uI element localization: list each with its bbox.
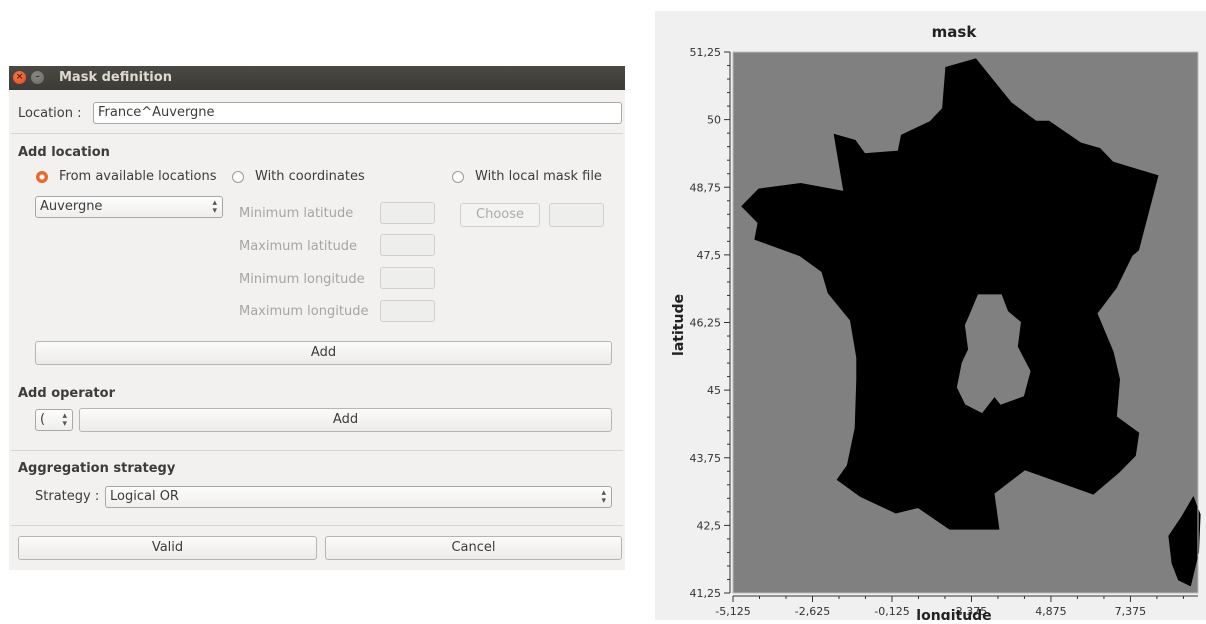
separator bbox=[11, 450, 623, 451]
y-tick-label: 41,25 bbox=[690, 587, 722, 600]
dialog-title: Mask definition bbox=[59, 70, 172, 85]
mask-definition-dialog: × – Mask definition Location : France^Au… bbox=[9, 66, 625, 570]
x-tick-label: -5,125 bbox=[715, 605, 750, 618]
location-select[interactable]: Auvergne ▴ ▾ bbox=[35, 196, 223, 218]
x-tick-label: 4,875 bbox=[1035, 605, 1067, 618]
x-tick-label: -2,625 bbox=[795, 605, 830, 618]
x-axis: -5,125 -2,625 -0,125 2,375 4,875 7,375 bbox=[715, 595, 1198, 618]
y-tick-label: 43,75 bbox=[690, 452, 722, 465]
radio-with-coordinates[interactable] bbox=[232, 171, 244, 183]
y-tick-label: 45 bbox=[707, 384, 721, 397]
add-location-button[interactable]: Add bbox=[35, 341, 612, 365]
y-tick-label: 46,25 bbox=[690, 317, 722, 330]
x-tick-label: 7,375 bbox=[1115, 605, 1147, 618]
min-latitude-label: Minimum latitude bbox=[239, 206, 354, 221]
operator-select-value: ( bbox=[40, 412, 46, 427]
add-operator-heading: Add operator bbox=[18, 386, 115, 401]
add-operator-button[interactable]: Add bbox=[79, 408, 612, 432]
auvergne-unmasked-region bbox=[956, 294, 1031, 414]
y-tick-label: 51,25 bbox=[690, 46, 722, 59]
mainland-mask-region bbox=[741, 58, 1159, 530]
location-field[interactable]: France^Auvergne bbox=[93, 102, 622, 124]
chart-title: mask bbox=[932, 23, 978, 41]
x-axis-label: longitude bbox=[916, 608, 991, 620]
close-icon[interactable]: × bbox=[13, 71, 26, 84]
strategy-select-value: Logical OR bbox=[110, 489, 179, 504]
minimize-icon[interactable]: – bbox=[31, 71, 44, 84]
operator-select[interactable]: ( ▴ ▾ bbox=[35, 409, 73, 431]
max-latitude-field[interactable] bbox=[380, 234, 435, 256]
radio-with-coordinates-label[interactable]: With coordinates bbox=[255, 169, 365, 184]
location-select-value: Auvergne bbox=[40, 199, 103, 214]
valid-button[interactable]: Valid bbox=[18, 536, 317, 560]
radio-local-mask-file[interactable] bbox=[452, 171, 464, 183]
plot-area bbox=[732, 51, 1201, 594]
y-axis: 51,25 50 48,75 47,5 46,25 45 43,75 42,5 41,25 bbox=[690, 46, 731, 600]
mask-plot-panel: mask 51,25 50 48,75 47,5 46,25 45 43,75 42,5 41,… bbox=[655, 11, 1206, 624]
add-location-heading: Add location bbox=[18, 145, 110, 160]
x-tick-label: -0,125 bbox=[874, 605, 909, 618]
separator bbox=[11, 133, 623, 134]
y-tick-label: 47,5 bbox=[697, 249, 722, 262]
radio-available-locations[interactable] bbox=[36, 171, 48, 183]
min-longitude-field[interactable] bbox=[380, 267, 435, 289]
mask-file-field[interactable] bbox=[549, 203, 604, 227]
chevron-updown-icon: ▴ ▾ bbox=[62, 411, 67, 429]
radio-available-locations-label[interactable]: From available locations bbox=[59, 169, 217, 184]
max-longitude-field[interactable] bbox=[380, 300, 435, 322]
separator bbox=[11, 525, 623, 526]
max-longitude-label: Maximum longitude bbox=[239, 304, 369, 319]
max-latitude-label: Maximum latitude bbox=[239, 239, 358, 254]
chevron-updown-icon: ▴ ▾ bbox=[212, 198, 217, 216]
plot-frame bbox=[732, 51, 1199, 594]
corsica-mask-region bbox=[1168, 496, 1201, 587]
cancel-button[interactable]: Cancel bbox=[325, 536, 622, 560]
min-latitude-field[interactable] bbox=[380, 202, 435, 224]
min-longitude-label: Minimum longitude bbox=[239, 272, 365, 287]
chevron-updown-icon: ▴ ▾ bbox=[601, 488, 606, 506]
y-tick-label: 42,5 bbox=[697, 519, 722, 532]
y-axis-label: latitude bbox=[671, 294, 687, 356]
choose-button[interactable]: Choose bbox=[460, 203, 540, 227]
strategy-label: Strategy : bbox=[35, 489, 100, 504]
y-tick-label: 50 bbox=[707, 114, 721, 127]
radio-local-mask-file-label[interactable]: With local mask file bbox=[475, 169, 602, 184]
location-label: Location : bbox=[18, 106, 82, 121]
y-tick-label: 48,75 bbox=[690, 181, 722, 194]
mask-heatmap-chart[interactable]: mask 51,25 50 48,75 47,5 46,25 45 43,75 42,5 41,… bbox=[655, 11, 1206, 624]
aggregation-heading: Aggregation strategy bbox=[18, 461, 176, 476]
strategy-select[interactable]: Logical OR ▴ ▾ bbox=[105, 486, 612, 508]
dialog-titlebar: × – Mask definition bbox=[9, 66, 625, 90]
x-tick-label: 2,375 bbox=[956, 605, 988, 618]
